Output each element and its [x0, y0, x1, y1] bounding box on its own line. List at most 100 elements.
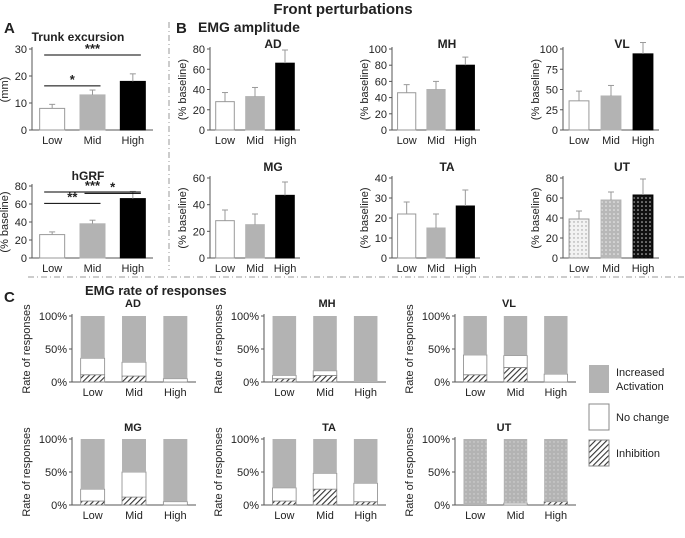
- hgrf-xtick-0: Low: [42, 263, 62, 275]
- amp_ut-ytick-2: 40: [546, 213, 558, 225]
- amp_vl-bar-0: [568, 100, 590, 131]
- rate_vl-seg-1-1: [503, 355, 528, 368]
- amp_ad-bar-0: [215, 101, 235, 131]
- rate_ad-ytick-2: 100%: [39, 311, 67, 323]
- amp_ut-ytick-4: 80: [546, 173, 558, 185]
- amp_ta-xtick-1: Mid: [427, 263, 445, 275]
- hgrf-sig-label-2: ***: [85, 178, 101, 193]
- amp_ut-ytick-0: 0: [552, 253, 558, 265]
- trunk-ytick-1: 10: [15, 98, 27, 110]
- amp_ut-bar-2: [632, 194, 654, 259]
- amp_ut-xtick-0: Low: [569, 263, 589, 275]
- figure-title: Front perturbations: [273, 1, 412, 18]
- rate_mg-ytick-1: 50%: [45, 467, 67, 479]
- hgrf-xtick-2: High: [122, 263, 145, 275]
- hgrf-sig-label-0: **: [67, 189, 78, 204]
- amp_mg-bar-0: [215, 220, 235, 259]
- rate_mg-ytick-2: 100%: [39, 434, 67, 446]
- amp_vl-bar-1: [600, 95, 622, 131]
- rate_vl-ytick-2: 100%: [422, 311, 450, 323]
- amp_vl-bar-2: [632, 53, 654, 131]
- rate_mg-seg-1-1: [121, 471, 147, 498]
- rate_mh-seg-0-2: [272, 316, 297, 376]
- rate_ta-ytick-0: 0%: [243, 500, 259, 512]
- amp_mh-ytick-0: 0: [381, 125, 387, 137]
- rate_ta-seg-2-1: [353, 482, 378, 503]
- rate_mh-xtick-1: Mid: [316, 387, 334, 399]
- amp_ta-ytick-0: 0: [381, 253, 387, 265]
- hgrf-ytick-3: 60: [15, 199, 27, 211]
- amp_mg-ytick-2: 40: [193, 200, 205, 212]
- rate_ad-ylabel: Rate of responses: [21, 304, 33, 394]
- rate_vl-seg-0-1: [463, 354, 488, 376]
- amp_ad-bar-2: [275, 62, 295, 131]
- rate_ut-ytick-1: 50%: [428, 467, 450, 479]
- amp_mh-xtick-1: Mid: [427, 135, 445, 147]
- amp_mh-ylabel: (% baseline): [359, 59, 371, 120]
- amp_ut-bar-0: [568, 218, 590, 259]
- rate_mg-seg-2-1: [162, 501, 188, 506]
- rate_ta-ytick-2: 100%: [231, 434, 259, 446]
- amp_mh-bar-2: [455, 64, 475, 131]
- rate_mg-ylabel: Rate of responses: [21, 427, 33, 517]
- rate_vl-xtick-1: Mid: [507, 387, 525, 399]
- amp_ut-ylabel: (% baseline): [530, 187, 542, 248]
- amp_vl-ytick-3: 75: [546, 64, 558, 76]
- amp_vl-ytick-0: 0: [552, 125, 558, 137]
- amp_mh-ytick-3: 60: [375, 76, 387, 88]
- rate_ut-ytick-2: 100%: [422, 434, 450, 446]
- rate_ta-seg-2-2: [353, 439, 378, 484]
- rate_ad-seg-0-0: [80, 374, 106, 383]
- hgrf-ytick-0: 0: [21, 253, 27, 265]
- amp_vl-xtick-2: High: [632, 135, 655, 147]
- trunk-sig-label-0: *: [70, 72, 76, 87]
- rate_mg-seg-1-2: [122, 439, 146, 472]
- rate_ta-seg-1-1: [312, 472, 338, 490]
- legend-increased-label-1: Increased: [616, 367, 664, 379]
- amp_mg-ytick-3: 60: [193, 173, 205, 185]
- rate_mg-seg-0-1: [80, 488, 106, 502]
- amp_ad-ylabel: (% baseline): [177, 59, 189, 120]
- rate_ta-ytick-1: 50%: [237, 467, 259, 479]
- trunk-ytick-2: 20: [15, 71, 27, 83]
- amp_vl-ytick-2: 50: [546, 85, 558, 97]
- amp_ta-ytick-2: 20: [375, 213, 387, 225]
- amp_vl-xtick-1: Mid: [602, 135, 620, 147]
- rate_ad-seg-1-0: [121, 375, 147, 383]
- amp_mh-bar-1: [426, 89, 446, 131]
- amp_ad-bar-1: [245, 96, 265, 131]
- rate_ta-xtick-1: Mid: [316, 510, 334, 522]
- rate_mg-seg-0-0: [80, 500, 106, 506]
- rate_ut-seg-2-2: [544, 439, 568, 502]
- hgrf-bar-0: [39, 234, 66, 259]
- rate_ad-seg-0-1: [80, 357, 106, 376]
- amp_mg-title: MG: [263, 160, 282, 174]
- amp_mg-xtick-2: High: [274, 263, 297, 275]
- section-c-label: C: [4, 289, 15, 306]
- amp_ta-xtick-2: High: [454, 263, 477, 275]
- amp_vl-title: VL: [614, 37, 629, 51]
- rate_ut-seg-2-0: [543, 501, 568, 506]
- amp_mg-ytick-0: 0: [199, 253, 205, 265]
- rate_ut-xtick-0: Low: [465, 510, 485, 522]
- rate_vl-xtick-2: High: [545, 387, 568, 399]
- rate_ta-xtick-0: Low: [274, 510, 294, 522]
- rate_vl-seg-1-0: [503, 367, 528, 383]
- amp_ad-ytick-0: 0: [199, 125, 205, 137]
- legend-nochange-swatch: [588, 403, 610, 431]
- rate_ad-ytick-0: 0%: [51, 377, 67, 389]
- amp_ta-ylabel: (% baseline): [359, 187, 371, 248]
- rate_ut-title: UT: [497, 422, 512, 434]
- rate_ta-seg-2-0: [353, 501, 378, 506]
- amp_vl-xtick-0: Low: [569, 135, 589, 147]
- amp_ut-title: UT: [614, 160, 631, 174]
- rate_ut-ytick-0: 0%: [434, 500, 450, 512]
- amp_ad-xtick-2: High: [274, 135, 297, 147]
- amp_mh-ytick-4: 80: [375, 60, 387, 72]
- rate_vl-title: VL: [502, 298, 516, 310]
- rate_ta-seg-1-2: [313, 439, 337, 474]
- amp_ad-ytick-4: 80: [193, 44, 205, 56]
- rate_ta-ylabel: Rate of responses: [213, 427, 225, 517]
- rate_ad-seg-2-2: [163, 316, 188, 379]
